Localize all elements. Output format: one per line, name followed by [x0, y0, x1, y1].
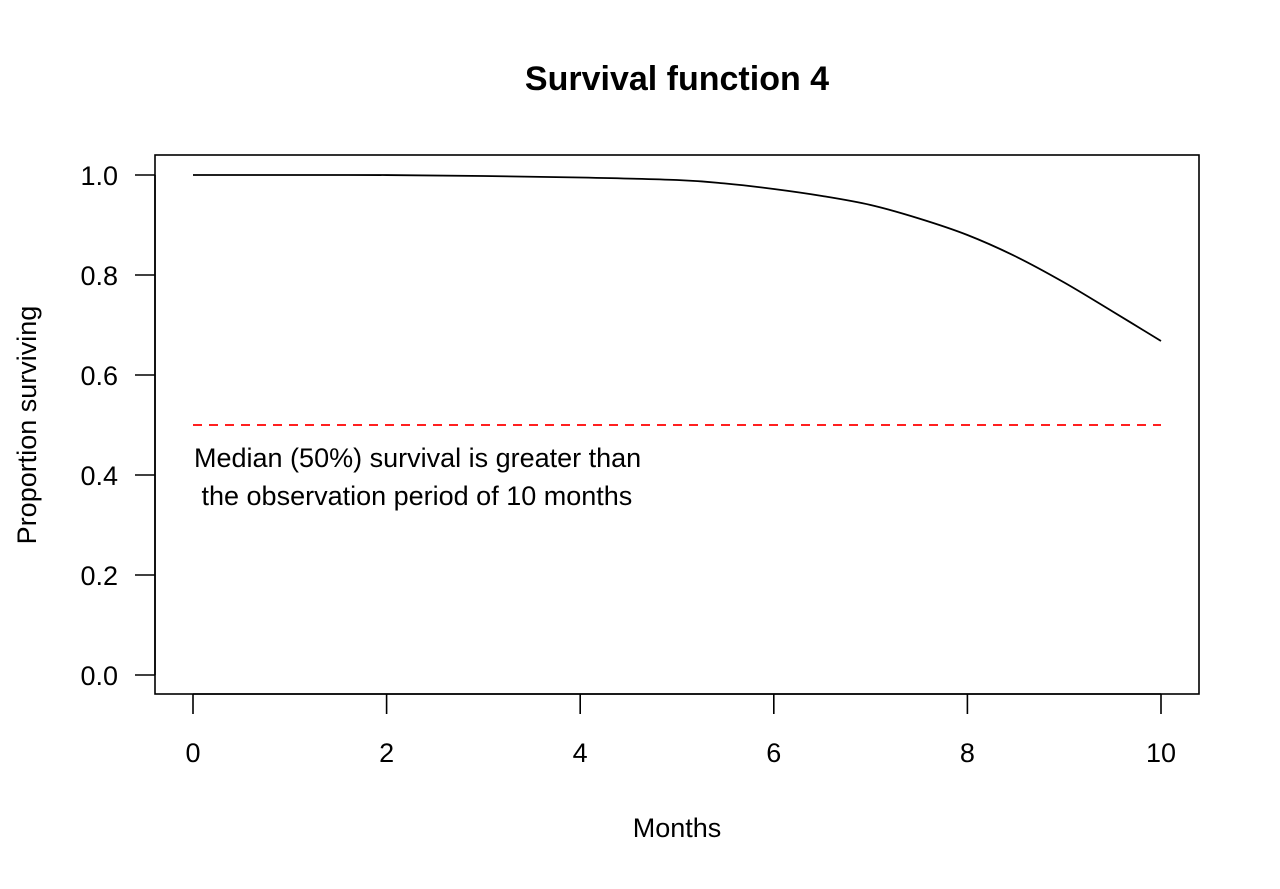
y-tick-label: 1.0	[80, 161, 118, 191]
y-tick-label: 0.8	[80, 261, 118, 291]
annotation-line: Median (50%) survival is greater than	[194, 443, 641, 473]
y-axis-label: Proportion surviving	[12, 306, 42, 545]
survival-curve	[192, 174, 1162, 342]
x-tick-label: 2	[379, 738, 394, 768]
y-tick-label: 0.2	[80, 561, 118, 591]
y-tick-label: 0.4	[80, 461, 118, 491]
x-tick-label: 8	[960, 738, 975, 768]
x-axis-label: Months	[633, 813, 722, 843]
y-tick-label: 0.0	[80, 661, 118, 691]
annotation-line: the observation period of 10 months	[194, 481, 632, 511]
y-axis: 0.0 0.2 0.4 0.6 0.8 1.0	[80, 161, 156, 691]
x-tick-label: 6	[766, 738, 781, 768]
x-tick-label: 10	[1146, 738, 1176, 768]
y-tick-label: 0.6	[80, 361, 118, 391]
series-group	[192, 174, 1162, 342]
chart-title: Survival function 4	[525, 60, 829, 98]
annotations: Median (50%) survival is greater than th…	[194, 443, 641, 511]
x-tick-label: 4	[573, 738, 588, 768]
median-annotation: Median (50%) survival is greater than th…	[194, 443, 641, 511]
x-tick-label: 0	[185, 738, 200, 768]
x-axis: 0 2 4 6 8 10	[185, 693, 1176, 768]
